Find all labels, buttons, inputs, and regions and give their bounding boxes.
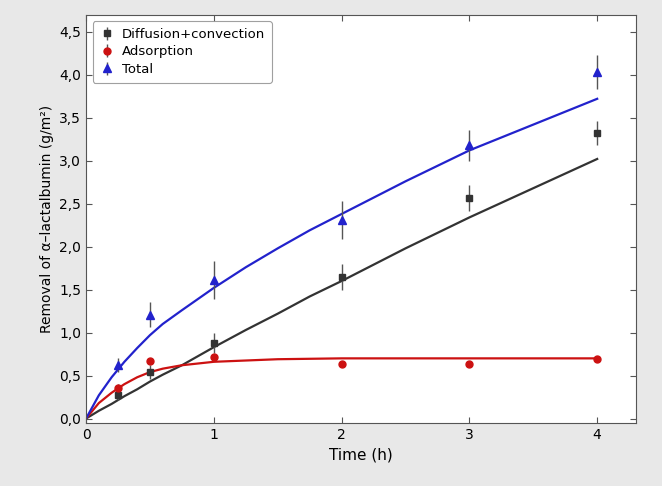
- Legend: Diffusion+convection, Adsorption, Total: Diffusion+convection, Adsorption, Total: [93, 21, 271, 83]
- X-axis label: Time (h): Time (h): [329, 447, 393, 462]
- Y-axis label: Removal of α–lactalbumin (g/m²): Removal of α–lactalbumin (g/m²): [40, 104, 54, 333]
